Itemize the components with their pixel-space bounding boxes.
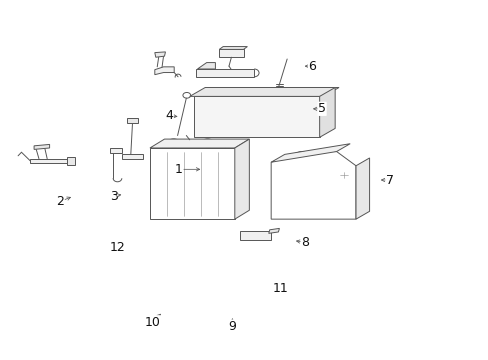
Text: 12: 12 (109, 241, 125, 254)
Polygon shape (268, 228, 279, 233)
Polygon shape (110, 148, 122, 153)
Polygon shape (66, 157, 75, 165)
Ellipse shape (170, 140, 176, 143)
Circle shape (170, 142, 178, 148)
Bar (280, 182, 305, 208)
Bar (162, 141, 224, 148)
Text: 10: 10 (144, 316, 160, 329)
Circle shape (204, 142, 212, 148)
Polygon shape (150, 139, 249, 148)
Bar (314, 180, 344, 210)
Ellipse shape (225, 51, 236, 56)
Polygon shape (126, 118, 138, 123)
Circle shape (339, 172, 347, 177)
Polygon shape (219, 46, 247, 49)
Polygon shape (150, 148, 234, 219)
Ellipse shape (168, 139, 179, 145)
Text: 11: 11 (272, 282, 288, 295)
Circle shape (304, 129, 310, 134)
Text: 7: 7 (385, 174, 393, 186)
Circle shape (183, 93, 190, 98)
Polygon shape (193, 96, 319, 137)
Polygon shape (239, 231, 271, 240)
Ellipse shape (245, 232, 264, 239)
Ellipse shape (204, 140, 210, 143)
Polygon shape (234, 139, 249, 219)
Circle shape (235, 111, 257, 127)
Polygon shape (197, 63, 215, 69)
Text: 1: 1 (175, 163, 183, 176)
Circle shape (240, 114, 252, 123)
Polygon shape (122, 154, 142, 159)
Text: 2: 2 (56, 195, 64, 208)
Ellipse shape (202, 139, 213, 145)
Ellipse shape (250, 234, 260, 237)
Circle shape (202, 129, 209, 134)
Bar (201, 102, 312, 134)
Polygon shape (319, 87, 334, 137)
Polygon shape (219, 49, 243, 57)
Text: 3: 3 (109, 189, 117, 203)
Polygon shape (155, 52, 165, 57)
Polygon shape (196, 69, 254, 77)
Polygon shape (155, 67, 174, 75)
Bar (278, 180, 308, 210)
Polygon shape (271, 144, 349, 162)
Bar (317, 182, 342, 208)
Polygon shape (355, 158, 369, 219)
Polygon shape (30, 159, 66, 163)
Polygon shape (271, 152, 355, 219)
Text: 8: 8 (301, 236, 308, 249)
Text: 9: 9 (228, 320, 236, 333)
Text: 4: 4 (165, 109, 173, 122)
Polygon shape (34, 144, 49, 149)
Polygon shape (189, 87, 338, 96)
Text: 6: 6 (308, 60, 316, 73)
Text: 5: 5 (317, 102, 325, 115)
